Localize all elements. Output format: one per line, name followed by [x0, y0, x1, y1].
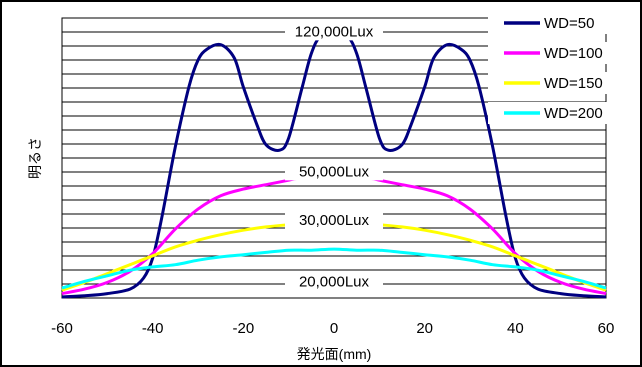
- legend-item-bg: [488, 102, 614, 124]
- annotation-bg: [285, 22, 383, 41]
- annotation-label: 50,000Lux: [299, 163, 370, 180]
- legend-label: WD=200: [544, 105, 603, 122]
- annotation-label: 120,000Lux: [295, 23, 374, 40]
- legend-label: WD=50: [544, 15, 594, 32]
- x-tick-labels: -60 -40 -20 0 20 40 60: [51, 320, 614, 337]
- legend-label: WD=100: [544, 45, 603, 62]
- x-tick-label: -60: [51, 320, 73, 337]
- annotation-bg: [285, 211, 383, 230]
- legend: WD=50 WD=100 WD=150 WD=200: [488, 12, 614, 124]
- legend-item-bg: [488, 12, 614, 34]
- annotation-label: 20,000Lux: [299, 273, 370, 290]
- x-tick-label: 40: [507, 320, 524, 337]
- series-line-4: [61, 247, 607, 290]
- x-tick-label: 20: [416, 320, 433, 337]
- legend-item-bg: [488, 72, 614, 94]
- x-tick-label: 0: [330, 320, 338, 337]
- x-tick-label: 60: [598, 320, 615, 337]
- annotation-label: 30,000Lux: [299, 212, 370, 229]
- y-axis-title: 明るさ: [27, 137, 43, 179]
- legend-label: WD=150: [544, 75, 603, 92]
- annotation-bg: [285, 162, 383, 181]
- annotation-bg: [285, 272, 383, 291]
- x-tick-label: -40: [142, 320, 164, 337]
- x-axis-title: 発光面(mm): [297, 346, 372, 362]
- plot-area: [61, 17, 607, 299]
- annotation-layer: 120,000Lux 50,000Lux 30,000Lux 20,000Lux: [285, 22, 383, 291]
- legend-item-bg: [488, 42, 614, 64]
- x-tick-label: -20: [232, 320, 254, 337]
